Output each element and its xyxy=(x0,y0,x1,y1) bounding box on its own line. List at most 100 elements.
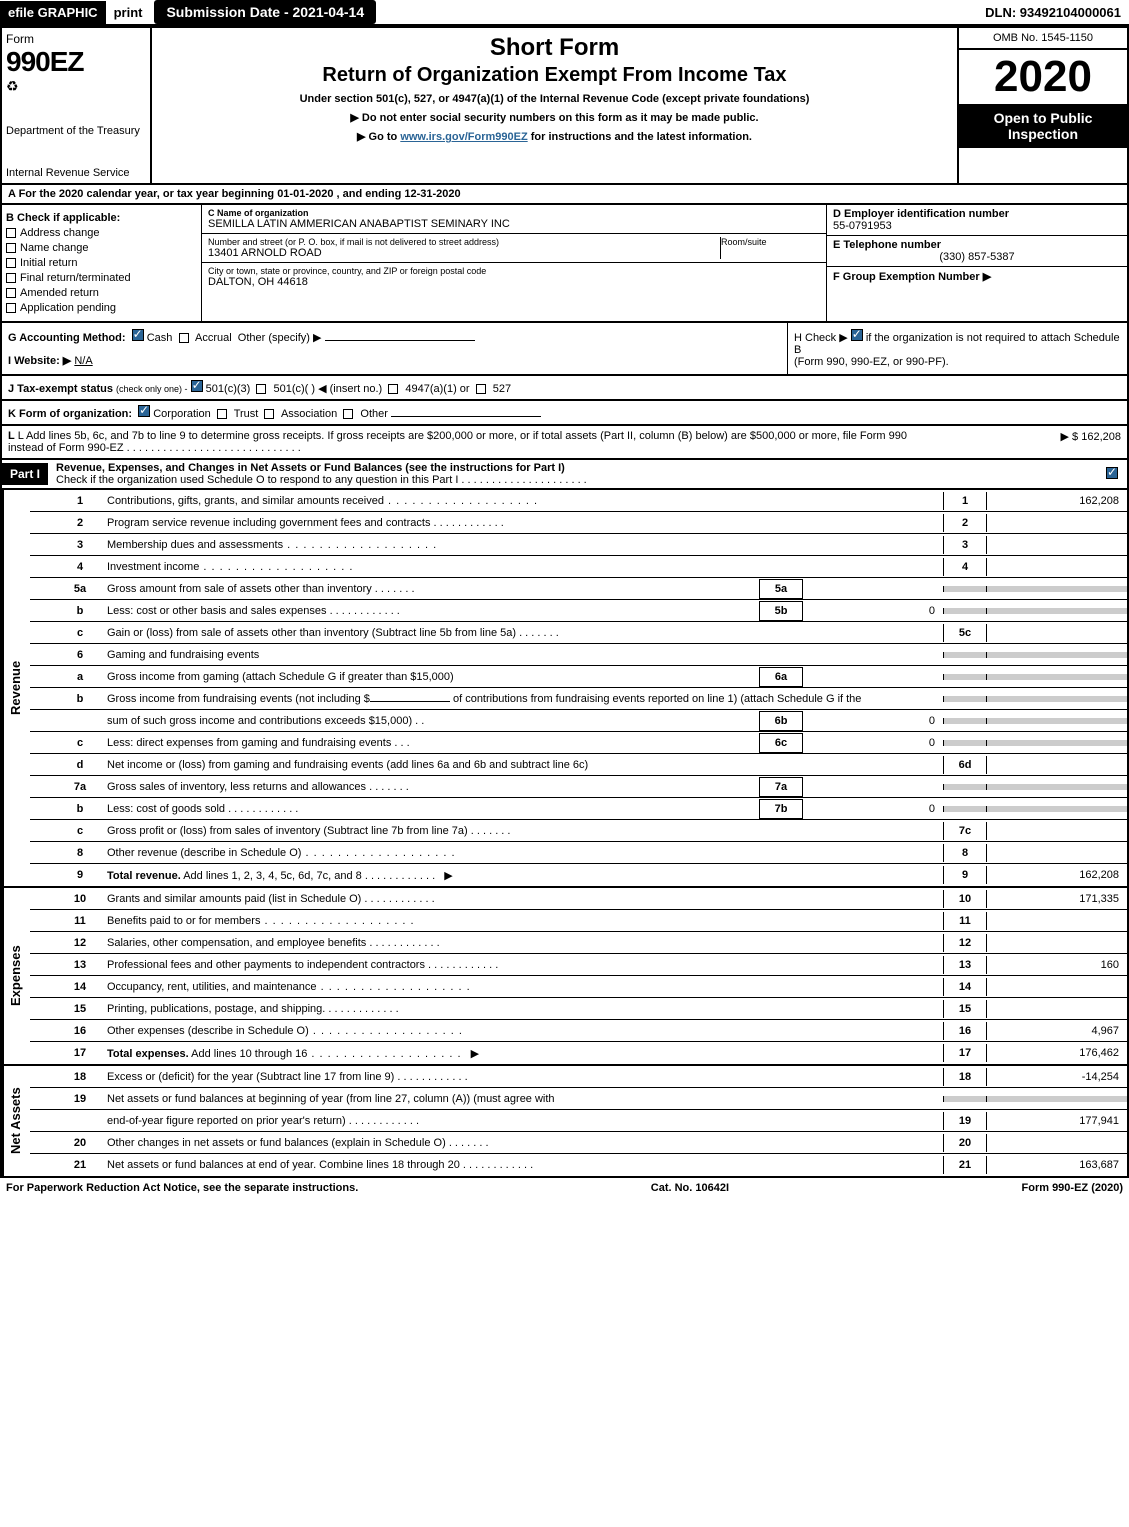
header-center: Short Form Return of Organization Exempt… xyxy=(152,28,957,183)
other-org-field[interactable] xyxy=(391,416,541,417)
page-footer: For Paperwork Reduction Act Notice, see … xyxy=(0,1178,1129,1198)
street-cell: Number and street (or P. O. box, if mail… xyxy=(202,234,826,263)
ssn-notice: ▶ Do not enter social security numbers o… xyxy=(156,111,953,124)
under-section: Under section 501(c), 527, or 4947(a)(1)… xyxy=(156,93,953,105)
row-k: K Form of organization: Corporation Trus… xyxy=(0,401,1129,426)
row-j: J Tax-exempt status (check only one) - 5… xyxy=(0,376,1129,401)
row-g: G Accounting Method: Cash Accrual Other … xyxy=(8,329,781,344)
phone-value: (330) 857-5387 xyxy=(833,251,1121,263)
cb-527[interactable] xyxy=(476,384,486,394)
col-c: C Name of organization SEMILLA LATIN AMM… xyxy=(202,205,827,321)
line-15: 15Printing, publications, postage, and s… xyxy=(30,998,1127,1020)
header-right: OMB No. 1545-1150 2020 Open to Public In… xyxy=(957,28,1127,183)
recycle-icon: ♻ xyxy=(6,78,146,95)
h-text3: (Form 990, 990-EZ, or 990-PF). xyxy=(794,356,949,368)
line-20: 20Other changes in net assets or fund ba… xyxy=(30,1132,1127,1154)
col-b-checkboxes: B Check if applicable: Address change Na… xyxy=(2,205,202,321)
part1-check-text: Check if the organization used Schedule … xyxy=(56,474,1089,486)
j-label: J Tax-exempt status xyxy=(8,383,113,395)
short-form-title: Short Form xyxy=(156,34,953,62)
line-5b: bLess: cost or other basis and sales exp… xyxy=(30,600,1127,622)
cb-address-change[interactable]: Address change xyxy=(6,227,197,239)
revenue-side-label: Revenue xyxy=(2,490,30,886)
d-label: D Employer identification number xyxy=(833,208,1121,220)
cb-4947[interactable] xyxy=(388,384,398,394)
k-label: K Form of organization: xyxy=(8,408,132,420)
line-7b: bLess: cost of goods sold7b0 xyxy=(30,798,1127,820)
street-value: 13401 ARNOLD ROAD xyxy=(208,247,720,259)
other-field[interactable] xyxy=(325,340,475,341)
tax-year: 2020 xyxy=(959,50,1127,104)
cb-amended-return[interactable]: Amended return xyxy=(6,287,197,299)
line-11: 11Benefits paid to or for members11 xyxy=(30,910,1127,932)
line-7a: 7aGross sales of inventory, less returns… xyxy=(30,776,1127,798)
line-9: 9Total revenue. Add lines 1, 2, 3, 4, 5c… xyxy=(30,864,1127,886)
part1-title: Revenue, Expenses, and Changes in Net As… xyxy=(56,462,1089,474)
form-number: 990EZ xyxy=(6,46,146,78)
room-label: Room/suite xyxy=(721,237,820,247)
line-21: 21Net assets or fund balances at end of … xyxy=(30,1154,1127,1176)
form-header: Form 990EZ ♻ Department of the Treasury … xyxy=(0,26,1129,185)
g-label: G Accounting Method: xyxy=(8,332,126,344)
cb-schedule-b[interactable] xyxy=(851,329,863,341)
cb-name-change[interactable]: Name change xyxy=(6,242,197,254)
row-l: L L Add lines 5b, 6c, and 7b to line 9 t… xyxy=(0,426,1129,460)
revenue-section: Revenue 1Contributions, gifts, grants, a… xyxy=(0,490,1129,888)
line-6a: aGross income from gaming (attach Schedu… xyxy=(30,666,1127,688)
irs-link[interactable]: www.irs.gov/Form990EZ xyxy=(400,131,527,143)
cb-corp[interactable] xyxy=(138,405,150,417)
line-17: 17Total expenses. Add lines 10 through 1… xyxy=(30,1042,1127,1064)
line-14: 14Occupancy, rent, utilities, and mainte… xyxy=(30,976,1127,998)
line-5a: 5aGross amount from sale of assets other… xyxy=(30,578,1127,600)
footer-left: For Paperwork Reduction Act Notice, see … xyxy=(6,1182,358,1194)
part1-header: Part I Revenue, Expenses, and Changes in… xyxy=(0,460,1129,490)
cb-initial-return[interactable]: Initial return xyxy=(6,257,197,269)
cb-trust[interactable] xyxy=(217,409,227,419)
line-6b-2: sum of such gross income and contributio… xyxy=(30,710,1127,732)
efile-label: efile GRAPHIC xyxy=(0,1,106,24)
dept-label: Department of the Treasury xyxy=(6,125,146,137)
e-label: E Telephone number xyxy=(833,239,1121,251)
line-18: 18Excess or (deficit) for the year (Subt… xyxy=(30,1066,1127,1088)
section-b: B Check if applicable: Address change Na… xyxy=(0,205,1129,323)
goto-pre: ▶ Go to xyxy=(357,131,400,143)
netassets-lines: 18Excess or (deficit) for the year (Subt… xyxy=(30,1066,1127,1176)
cb-application-pending[interactable]: Application pending xyxy=(6,302,197,314)
cb-501c3[interactable] xyxy=(191,380,203,392)
part1-checkbox[interactable] xyxy=(1097,467,1127,482)
city-value: DALTON, OH 44618 xyxy=(208,276,820,288)
org-name-cell: C Name of organization SEMILLA LATIN AMM… xyxy=(202,205,826,234)
cb-assoc[interactable] xyxy=(264,409,274,419)
revenue-lines: 1Contributions, gifts, grants, and simil… xyxy=(30,490,1127,886)
f-label: F Group Exemption Number ▶ xyxy=(833,270,1121,283)
col-h: H Check ▶ if the organization is not req… xyxy=(787,323,1127,374)
netassets-section: Net Assets 18Excess or (deficit) for the… xyxy=(0,1066,1129,1178)
cb-accrual[interactable] xyxy=(179,333,189,343)
cb-501c[interactable] xyxy=(256,384,266,394)
form-word: Form xyxy=(6,32,146,46)
street-label: Number and street (or P. O. box, if mail… xyxy=(208,237,720,247)
header-left: Form 990EZ ♻ Department of the Treasury … xyxy=(2,28,152,183)
print-link[interactable]: print xyxy=(106,1,151,24)
line-2: 2Program service revenue including gover… xyxy=(30,512,1127,534)
line-7c: cGross profit or (loss) from sales of in… xyxy=(30,820,1127,842)
top-bar: efile GRAPHIC print Submission Date - 20… xyxy=(0,0,1129,26)
omb-number: OMB No. 1545-1150 xyxy=(959,28,1127,50)
cb-other-org[interactable] xyxy=(343,409,353,419)
cb-final-return[interactable]: Final return/terminated xyxy=(6,272,197,284)
line-19b: end-of-year figure reported on prior yea… xyxy=(30,1110,1127,1132)
line-1: 1Contributions, gifts, grants, and simil… xyxy=(30,490,1127,512)
ein-value: 55-0791953 xyxy=(833,220,1121,232)
ein-cell: D Employer identification number 55-0791… xyxy=(827,205,1127,236)
cb-cash[interactable] xyxy=(132,329,144,341)
netassets-side-label: Net Assets xyxy=(2,1066,30,1176)
expenses-section: Expenses 10Grants and similar amounts pa… xyxy=(0,888,1129,1066)
line-6c: cLess: direct expenses from gaming and f… xyxy=(30,732,1127,754)
return-title: Return of Organization Exempt From Incom… xyxy=(156,64,953,87)
line-19a: 19Net assets or fund balances at beginni… xyxy=(30,1088,1127,1110)
org-name: SEMILLA LATIN AMMERICAN ANABAPTIST SEMIN… xyxy=(208,218,820,230)
line-5c: cGain or (loss) from sale of assets othe… xyxy=(30,622,1127,644)
line-6b-1: bGross income from fundraising events (n… xyxy=(30,688,1127,710)
i-label: I Website: ▶ xyxy=(8,355,71,367)
group-exempt-cell: F Group Exemption Number ▶ xyxy=(827,267,1127,286)
